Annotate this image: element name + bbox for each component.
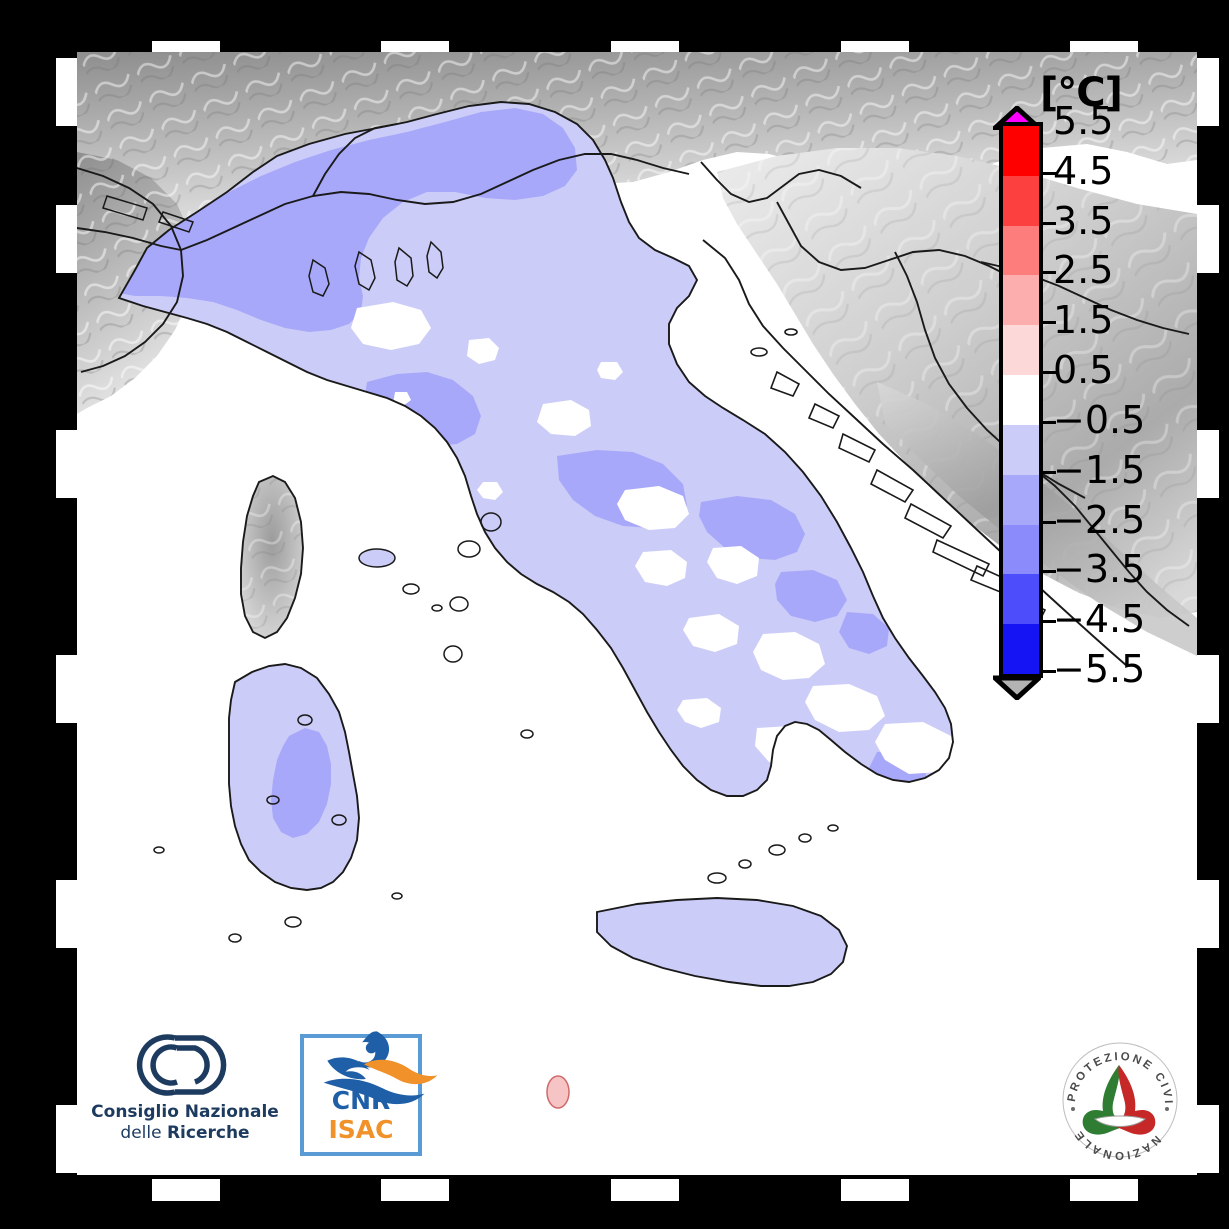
cnr-line2-bold: Ricerche [166,1123,250,1144]
colorbar-band [1003,275,1039,326]
cnr-logo-text: Consiglio Nazionale delle Ricerche [85,1102,285,1145]
pc-triskelion-icon [1082,1065,1156,1135]
colorbar-unit-label: [°C] [1040,70,1123,116]
coastlines [77,101,1190,1109]
colorbar-tick-mark [1040,371,1056,375]
colorbar-under-arrow [993,675,1041,700]
colorbar-tick-mark [1040,520,1056,524]
colorbar-band [1003,524,1039,575]
tick-bottom [611,1179,679,1201]
tick-right [1197,430,1219,498]
colorbar-tick-mark [1040,570,1056,574]
tick-left [56,1105,78,1173]
colorbar-band [1003,375,1039,425]
isac-word-cnr: CNR [331,1086,391,1115]
colorbar-tick-mark [1040,171,1056,175]
colorbar-tick-label: −3.5 [1053,547,1146,592]
colorbar-tick-label: −1.5 [1053,447,1146,492]
colorbar-tick-label: −5.5 [1053,647,1146,691]
tick-left [56,430,78,498]
colorbar-tick-mark [1040,271,1056,275]
colorbar-tick-label: −2.5 [1053,497,1146,542]
cnr-line2: delle Ricerche [85,1123,285,1144]
colorbar-band [1003,474,1039,525]
isac-wordmark: CNR ISAC [304,1086,418,1144]
tick-left [56,58,78,126]
tick-left [56,880,78,948]
tick-right [1197,1105,1219,1173]
colorbar-tick-mark [1040,620,1056,624]
colorbar-tick-label: 4.5 [1053,148,1114,193]
colorbar-tick-label: 2.5 [1053,248,1114,293]
colorbar-band [1003,225,1039,276]
colorbar-tick-label: 0.5 [1053,348,1114,393]
tick-bottom [152,1179,220,1201]
tick-right [1197,880,1219,948]
colorbar-band [1003,574,1039,625]
tick-bottom [381,1179,449,1201]
isac-word-isac: ISAC [328,1115,394,1144]
colorbar-band [1003,624,1039,674]
colorbar-tick-mark [1040,670,1056,673]
colorbar-tick-label: 5.5 [1053,99,1114,143]
cnr-logo: Consiglio Nazionale delle Ricerche [85,1030,285,1150]
tick-right [1197,655,1219,723]
colorbar-tick-mark [1040,321,1056,325]
colorbar-tick-label: −4.5 [1053,597,1146,642]
tick-bottom [1070,1179,1138,1201]
colorbar-tick-label: 3.5 [1053,198,1114,243]
cnr-line2-light: delle [120,1123,167,1144]
map-inner [77,52,1197,1175]
colorbar-band [1003,325,1039,376]
cnr-emblem-icon [136,1034,227,1096]
cnr-isac-logo: CNR ISAC [300,1031,438,1156]
colorbar-band [1003,126,1039,176]
colorbar[interactable] [999,122,1043,678]
map-layers [77,52,1197,1175]
colorbar-tick-label: 1.5 [1053,298,1114,343]
tick-left [56,205,78,273]
cnr-line1: Consiglio Nazionale [91,1102,279,1122]
protezione-civile-logo: PROTEZIONE CIVILE NAZIONALE [1050,1026,1185,1165]
tick-right [1197,205,1219,273]
tick-left [56,655,78,723]
colorbar-tick-mark [1040,470,1056,474]
tick-bottom [841,1179,909,1201]
colorbar-tick-mark [1040,221,1056,225]
colorbar-tick-label: −0.5 [1053,397,1146,442]
colorbar-band [1003,424,1039,475]
colorbar-tick-mark [1040,420,1056,424]
tick-right [1197,58,1219,126]
isac-wave-icon [323,1031,438,1105]
colorbar-band [1003,175,1039,226]
